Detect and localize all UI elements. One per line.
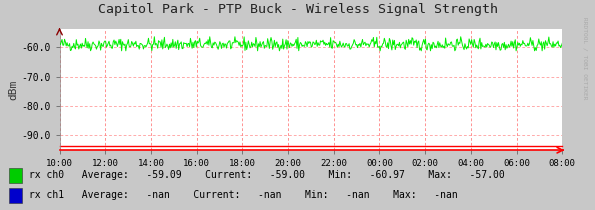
Text: rx ch1   Average:   -nan    Current:   -nan    Min:   -nan    Max:   -nan: rx ch1 Average: -nan Current: -nan Min: … (23, 190, 458, 200)
Text: rx ch0   Average:   -59.09    Current:   -59.00    Min:   -60.97    Max:   -57.0: rx ch0 Average: -59.09 Current: -59.00 M… (23, 170, 505, 180)
Text: RRDTOOL / TOBI OETIKER: RRDTOOL / TOBI OETIKER (583, 17, 588, 99)
Text: Capitol Park - PTP Buck - Wireless Signal Strength: Capitol Park - PTP Buck - Wireless Signa… (98, 3, 497, 16)
Y-axis label: dBm: dBm (8, 80, 18, 100)
